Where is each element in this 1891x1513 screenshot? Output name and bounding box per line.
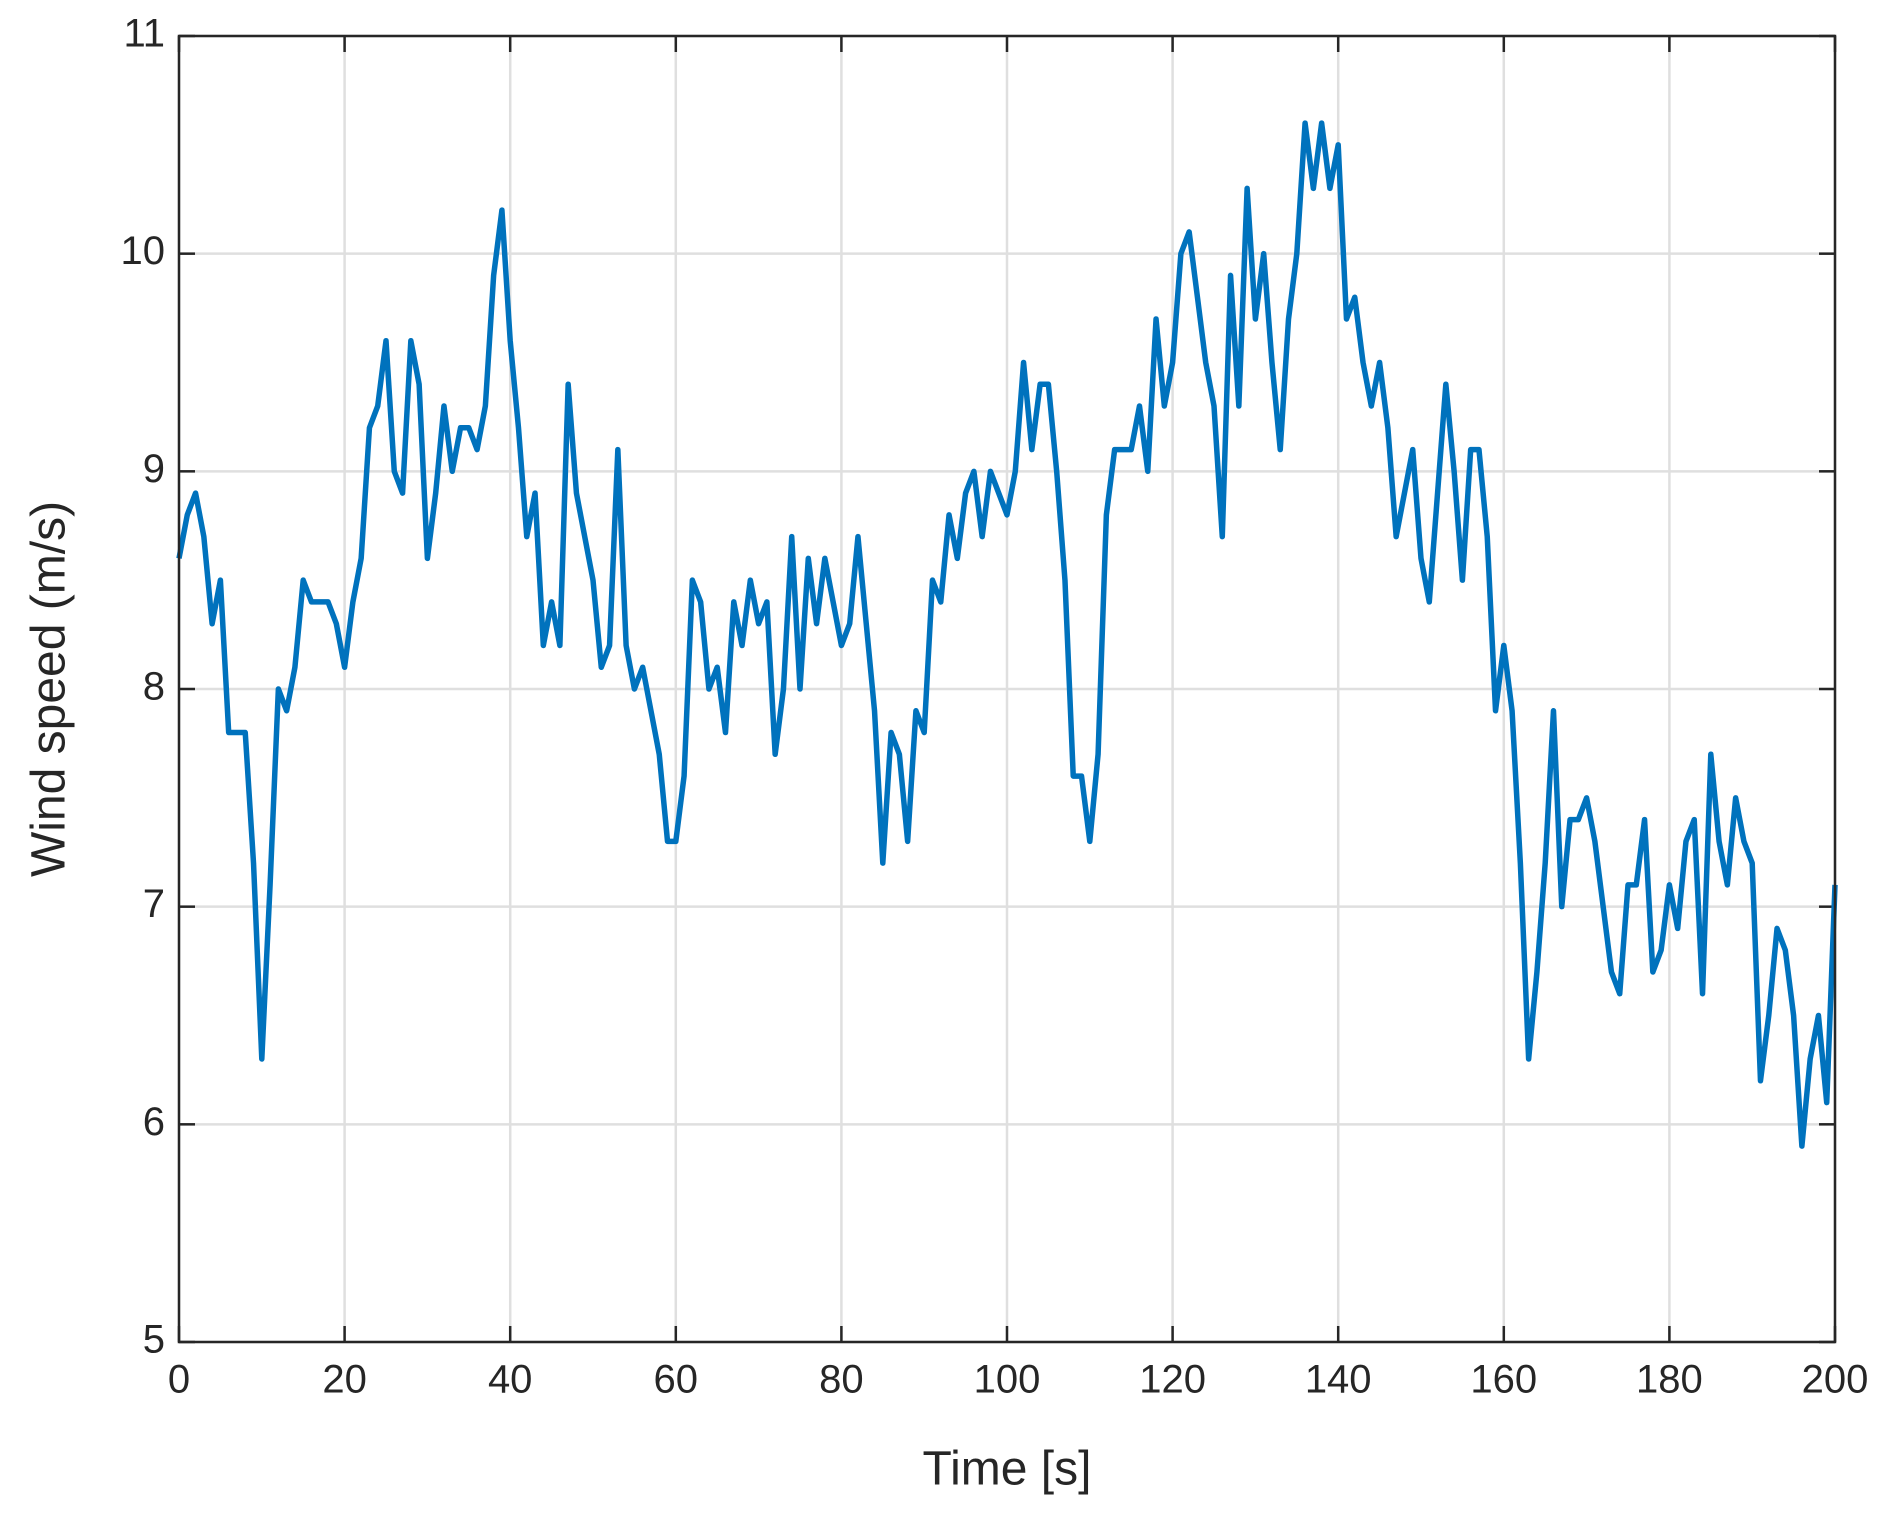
x-tick-label: 100 [974,1358,1041,1402]
x-tick-label: 140 [1305,1358,1372,1402]
x-tick-label: 0 [168,1358,190,1402]
y-tick-label: 5 [143,1318,165,1362]
y-axis-label: Wind speed (m/s) [23,501,76,877]
y-tick-label: 11 [123,12,165,56]
data-line [176,120,1838,1149]
x-tick-label: 200 [1802,1358,1869,1402]
y-tick-label: 8 [143,665,165,709]
x-tick-label: 40 [488,1358,533,1402]
x-tick-label: 60 [654,1358,699,1402]
y-tick-label: 9 [143,447,165,491]
plot-frame [177,34,1837,1344]
x-tick-label: 180 [1636,1358,1703,1402]
y-tick-label: 10 [121,229,166,273]
x-tick-label: 80 [819,1358,864,1402]
x-axis-label: Time [s] [923,1443,1092,1496]
x-tick-label: 120 [1139,1358,1206,1402]
y-tick-label: 7 [143,882,165,926]
x-tick-label: 160 [1470,1358,1537,1402]
x-tick-label: 20 [322,1358,367,1402]
y-tick-label: 6 [143,1100,165,1144]
